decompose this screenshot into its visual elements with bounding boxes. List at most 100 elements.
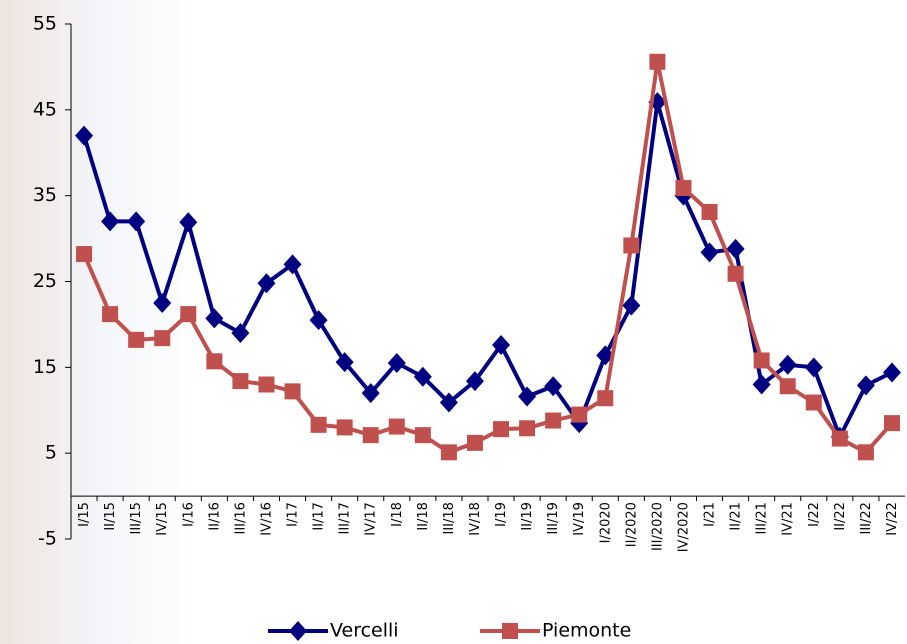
x-tick-label: III/2020 [650,502,665,551]
y-tick-label: 45 [33,98,57,120]
marker [128,331,145,348]
x-tick-label: IV/2020 [676,502,691,552]
marker [571,406,588,423]
marker [701,203,718,220]
marker [102,306,119,323]
marker [101,211,120,232]
x-tick-label: III/22 [859,502,874,534]
x-tick-label: II/18 [416,502,431,531]
marker [206,353,223,370]
marker [439,392,458,413]
x-tick-label: I/17 [286,502,301,527]
marker [518,386,537,407]
marker [726,238,745,259]
legend-label: Vercelli [330,620,399,642]
x-tick-label: I/15 [77,502,92,527]
marker [752,374,771,395]
background [0,0,330,644]
x-tick-label: III/15 [129,502,144,534]
marker [232,373,249,390]
x-tick-label: I/19 [494,502,509,527]
x-tick-label: I/22 [807,502,822,527]
marker [440,444,457,461]
marker [76,246,93,263]
y-tick-label: 5 [45,442,57,464]
legend-label: Piemonte [542,620,631,642]
y-tick-label: 25 [33,270,57,292]
marker [623,237,640,254]
x-tick-label: I/2020 [598,502,613,543]
x-tick-label: II/16 [207,502,222,531]
marker [465,371,484,392]
x-tick-label: II/17 [312,502,327,531]
marker [779,378,796,395]
marker [805,394,822,411]
marker [882,362,901,383]
marker [502,623,518,639]
x-tick-label: IV/16 [259,502,274,536]
x-tick-label: II/19 [520,502,535,531]
x-tick-label: III/17 [338,502,353,534]
marker [727,265,744,282]
marker [127,211,146,232]
x-tick-label: III/16 [233,502,248,534]
marker [335,352,354,373]
marker [675,179,692,196]
x-tick-label: IV/15 [155,502,170,536]
marker [289,621,307,641]
marker [414,427,431,444]
marker [75,125,94,146]
marker [361,383,380,404]
x-tick-label: IV/22 [885,502,900,536]
x-tick-label: IV/18 [468,502,483,536]
marker [257,273,276,294]
marker [310,416,327,433]
x-tick-label: II/21 [729,502,744,531]
x-tick-label: III/21 [755,502,770,534]
x-tick-label: III/19 [546,502,561,534]
marker [336,419,353,436]
marker [153,292,172,313]
marker [856,375,875,396]
marker [649,53,666,70]
marker [388,418,405,435]
x-tick-label: I/21 [703,502,718,527]
x-tick-label: IV/17 [364,502,379,536]
marker [778,354,797,375]
marker [362,427,379,444]
x-tick-label: I/16 [181,502,196,527]
marker [466,434,483,451]
x-tick-label: II/22 [833,502,848,531]
x-tick-label: IV/21 [781,502,796,536]
marker [622,295,641,316]
y-tick-label: 15 [33,356,57,378]
marker [544,376,563,397]
marker [179,212,198,233]
marker [258,376,275,393]
x-tick-label: II/2020 [624,502,639,547]
x-tick-label: IV/19 [572,502,587,536]
marker [205,308,224,329]
y-tick-label: -5 [38,528,57,550]
marker [700,242,719,263]
x-tick-label: III/18 [442,502,457,534]
marker [284,383,301,400]
x-tick-label: I/18 [390,502,405,527]
marker [545,412,562,429]
marker [309,310,328,331]
y-tick-label: 35 [33,184,57,206]
marker [597,390,614,407]
marker [831,430,848,447]
marker [154,330,171,347]
marker [493,421,510,438]
x-tick-label: II/15 [103,502,118,531]
marker [387,353,406,374]
marker [231,323,250,343]
marker [492,335,511,356]
marker [413,366,432,387]
marker [804,357,823,378]
y-tick-label: 55 [33,13,57,35]
marker [883,415,900,432]
marker [180,306,197,323]
